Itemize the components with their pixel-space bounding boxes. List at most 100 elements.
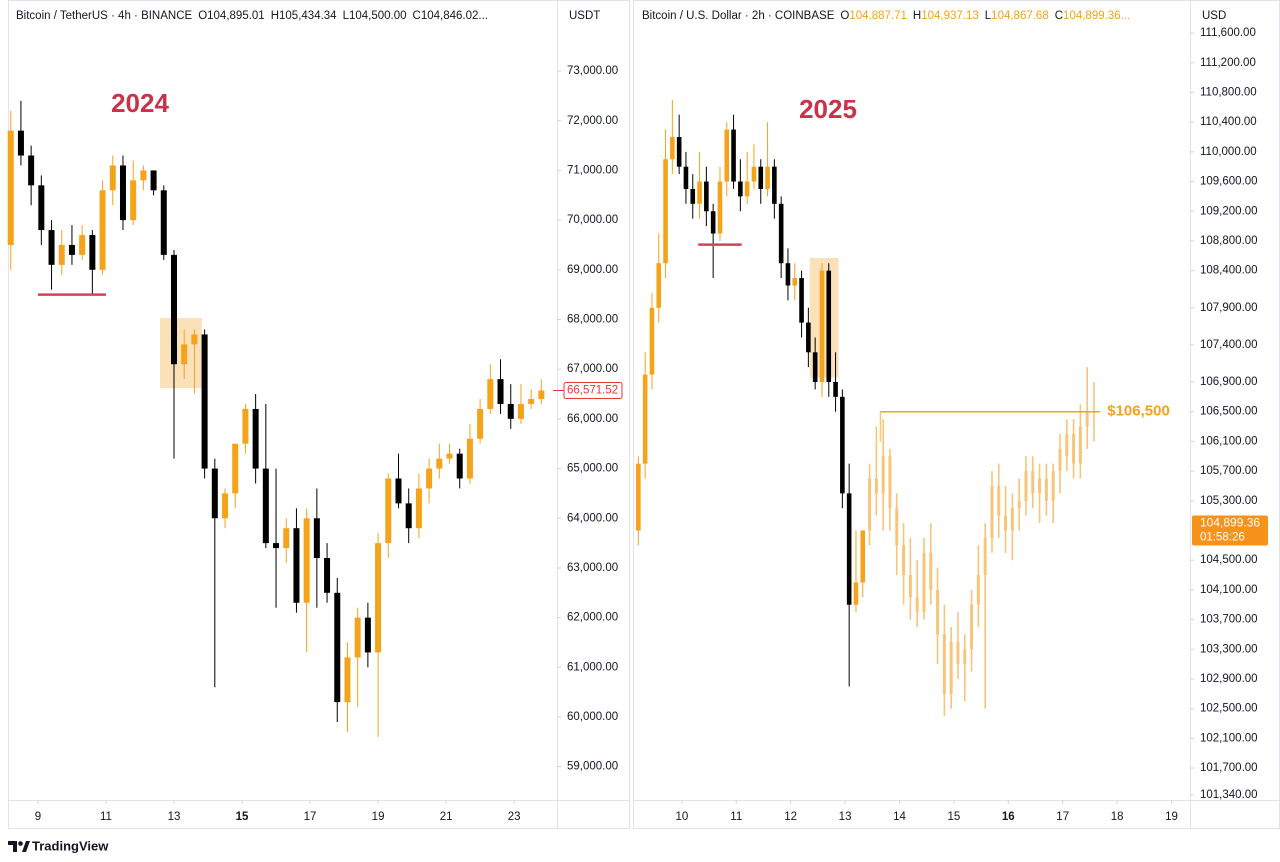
y-tick-label: 101,700.00 xyxy=(1200,762,1258,774)
x-tick-label: 10 xyxy=(675,811,688,823)
ohlc-value: 104,867.68 xyxy=(991,10,1049,22)
candle-body xyxy=(785,263,791,286)
candle-body xyxy=(538,390,545,400)
symbol-title: Bitcoin / TetherUS · 4h · BINANCE xyxy=(16,10,193,22)
projection-body xyxy=(997,485,1001,516)
y-tick-label: 108,800.00 xyxy=(1200,235,1258,247)
candle-body xyxy=(636,463,641,531)
y-tick-label: 72,000.00 xyxy=(567,115,618,127)
projection-body xyxy=(963,649,967,665)
y-tick-label: 107,900.00 xyxy=(1200,302,1258,314)
y-tick-label: 103,300.00 xyxy=(1200,643,1258,655)
projection-body xyxy=(888,456,892,509)
ohlc-key: O xyxy=(198,10,207,22)
candle-body xyxy=(738,181,743,197)
projection-body xyxy=(929,552,933,590)
candle-body xyxy=(334,592,341,703)
candle-body xyxy=(38,185,45,231)
candle-body xyxy=(853,582,859,605)
candle-body xyxy=(497,379,504,404)
ohlc-key: C xyxy=(1055,10,1063,22)
countdown-label: 01:58:26 xyxy=(1200,532,1245,544)
candle-body xyxy=(28,155,35,186)
y-tick-label: 105,300.00 xyxy=(1200,495,1258,507)
candle-body xyxy=(731,129,736,182)
y-tick-label: 103,700.00 xyxy=(1200,614,1258,626)
candle-body xyxy=(191,334,198,345)
projection-body xyxy=(922,552,926,613)
candle-body xyxy=(778,203,784,264)
y-tick-label: 110,800.00 xyxy=(1200,86,1257,98)
candle-body xyxy=(656,263,662,308)
candle-body xyxy=(744,181,750,197)
projection-body xyxy=(915,597,919,613)
y-tick-label: 110,000.00 xyxy=(1200,146,1257,158)
projection-body xyxy=(949,641,953,694)
y-tick-label: 71,000.00 xyxy=(567,164,618,176)
projection-body xyxy=(908,575,912,598)
y-tick-label: 101,340.00 xyxy=(1200,789,1258,801)
x-tick-label: 11 xyxy=(100,811,112,823)
projection-body xyxy=(936,589,940,635)
ohlc-value: 104,846.02... xyxy=(421,10,488,22)
price-tag xyxy=(1192,515,1268,546)
candle-body xyxy=(528,399,535,404)
candle-body xyxy=(456,453,463,479)
y-tick-label: 111,200.00 xyxy=(1200,57,1256,69)
candle-body xyxy=(846,493,852,605)
candle-body xyxy=(181,344,188,365)
projection-body xyxy=(942,634,946,694)
target-label: $106,500 xyxy=(1107,403,1170,420)
candle-body xyxy=(446,453,453,459)
y-tick-label: 69,000.00 xyxy=(567,264,618,276)
y-tick-label: 102,100.00 xyxy=(1200,732,1258,744)
y-tick-label: 105,700.00 xyxy=(1200,465,1258,477)
projection-body xyxy=(1024,471,1028,501)
y-tick-label: 106,900.00 xyxy=(1200,376,1258,388)
y-tick-label: 102,900.00 xyxy=(1200,673,1258,685)
candle-body xyxy=(232,443,239,494)
projection-body xyxy=(956,641,960,665)
candle-body xyxy=(697,181,702,204)
candle-body xyxy=(860,530,866,583)
candle-body xyxy=(792,278,798,286)
candle-body xyxy=(642,374,648,464)
ohlc-value: 104,887.71 xyxy=(849,10,907,22)
chart-header: Bitcoin / U.S. Dollar · 2h · COINBASE O10… xyxy=(642,10,1130,22)
candle-body xyxy=(58,244,65,265)
y-tick-label: 65,000.00 xyxy=(567,463,618,475)
projection-body xyxy=(1031,471,1035,494)
candle-body xyxy=(826,270,832,382)
candle-body xyxy=(48,230,55,265)
symbol-title: Bitcoin / U.S. Dollar · 2h · COINBASE xyxy=(642,10,835,22)
ohlc-value: 104,899.36... xyxy=(1063,10,1130,22)
candle-body xyxy=(507,403,514,419)
y-tick-label: 68,000.00 xyxy=(567,314,618,326)
projection-body xyxy=(1010,508,1014,531)
y-tick-label: 66,000.00 xyxy=(567,413,618,425)
candle-body xyxy=(724,129,730,182)
candle-body xyxy=(313,518,320,559)
candle-body xyxy=(252,408,259,469)
projection-body xyxy=(1017,500,1021,509)
candle-body xyxy=(364,617,371,653)
projection-body xyxy=(1072,433,1076,464)
candle-body xyxy=(690,188,696,204)
projection-body xyxy=(895,508,899,546)
candle-body xyxy=(68,244,75,255)
projection-body xyxy=(990,485,994,538)
candle-body xyxy=(109,165,116,191)
candle-body xyxy=(758,166,764,189)
x-tick-label: 21 xyxy=(440,811,453,823)
candle-body xyxy=(717,181,723,234)
candle-body xyxy=(710,211,716,234)
y-tick-label: 111,600.00 xyxy=(1200,27,1256,39)
x-tick-label: 11 xyxy=(730,811,742,823)
candle-body xyxy=(704,181,709,212)
candle-body xyxy=(222,493,229,519)
projection-body xyxy=(970,604,974,650)
y-tick-label: 63,000.00 xyxy=(567,562,618,574)
chart-header: Bitcoin / TetherUS · 4h · BINANCE O104,89… xyxy=(16,10,488,22)
